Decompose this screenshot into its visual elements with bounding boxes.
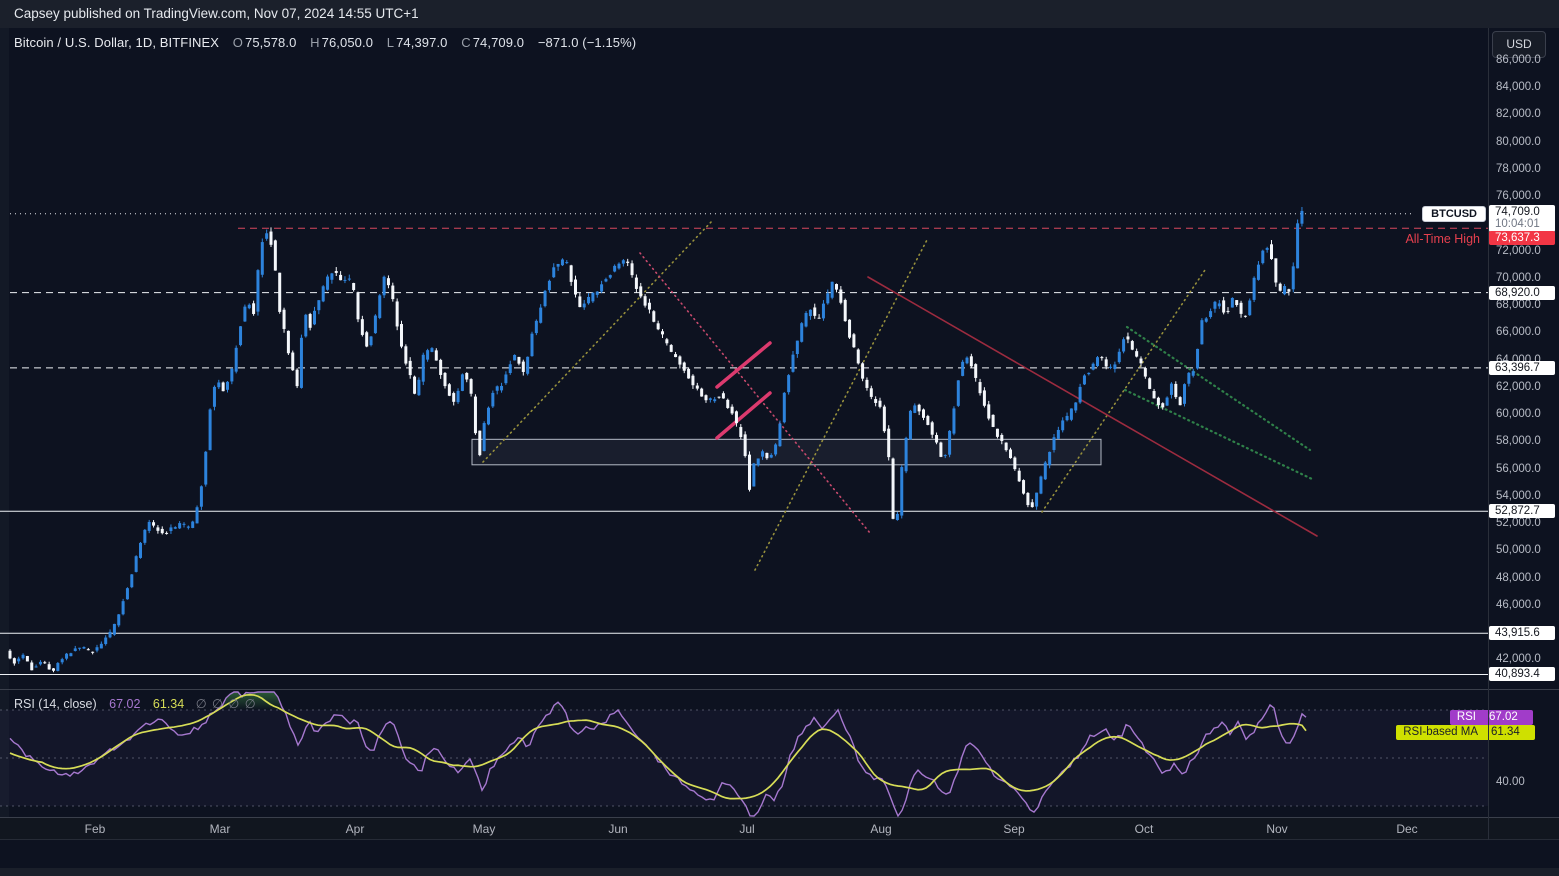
high-label: H	[310, 35, 320, 50]
price-tick: 76,000.0	[1496, 190, 1541, 202]
green-channel-upper	[1125, 325, 1312, 452]
price-tick: 52,000.0	[1496, 517, 1541, 529]
rsi-header[interactable]: RSI (14, close) 67.02 61.34 ∅ ∅ ∅ ∅	[14, 696, 257, 711]
month-label: Aug	[870, 822, 892, 836]
price-tick: 60,000.0	[1496, 408, 1541, 420]
demand-zone-box	[471, 438, 1102, 466]
price-axis-border	[1488, 28, 1489, 840]
price-tick: 68,000.0	[1496, 299, 1541, 311]
price-tick: 78,000.0	[1496, 162, 1541, 175]
price-tick: 72,000.0	[1496, 244, 1541, 257]
price-axis[interactable]: USD 74,709.0 10:04:01 86,000.0 84,000.0 82…	[1489, 28, 1559, 818]
ath-annotation: All-Time High	[1405, 232, 1480, 246]
falling-dotted-pink	[639, 252, 871, 534]
price-level-label: 68,920.0	[1489, 285, 1555, 300]
price-tick: 48,000.0	[1496, 571, 1541, 584]
month-label: Sep	[1003, 822, 1025, 836]
high-value: 76,050.0	[321, 35, 374, 50]
month-label: Oct	[1134, 822, 1154, 836]
rsi-ma-flag-name: RSI-based MA	[1396, 725, 1485, 740]
price-tick: 50,000.0	[1496, 544, 1541, 557]
rsi-ma-flag-value: 61.34	[1485, 725, 1535, 740]
rsi-flag-name: RSI	[1449, 710, 1483, 725]
pink-channel-upper	[715, 341, 772, 389]
month-label: Feb	[84, 822, 106, 836]
pane-separator-1[interactable]	[0, 689, 1559, 690]
symbol-title: Bitcoin / U.S. Dollar, 1D, BITFINEX	[14, 35, 220, 50]
falling-maroon-line	[867, 276, 1318, 537]
price-level-label: 40,893.4	[1489, 667, 1555, 682]
price-level-label: 43,915.6	[1489, 626, 1555, 641]
rsi-line	[9, 691, 1307, 818]
month-label: Dec	[1396, 822, 1418, 836]
rsi-line-flag: RSI 67.02	[1449, 710, 1533, 725]
candles	[8, 206, 1304, 673]
month-label: Mar	[209, 822, 231, 836]
close-label: C	[461, 35, 471, 50]
chart-left-gutter	[0, 28, 9, 818]
publish-bar: Capsey published on TradingView.com, Nov…	[0, 0, 1559, 28]
rsi-ma-value: 61.34	[152, 697, 185, 711]
symbol-price-flag: BTCUSD	[1422, 206, 1486, 222]
rising-dotted-olive-3	[1041, 269, 1206, 513]
green-channel-lower	[1123, 388, 1314, 481]
rsi-title: RSI (14, close)	[14, 697, 97, 711]
price-tick: 42,000.0	[1496, 653, 1541, 666]
price-level-label: 52,872.7	[1489, 504, 1555, 519]
footer-strip: TradingView	[0, 868, 1559, 876]
symbol-header[interactable]: Bitcoin / U.S. Dollar, 1D, BITFINEX O 75,…	[14, 35, 636, 50]
pane-separator-2[interactable]	[0, 817, 1559, 818]
change-value: −871.0 (−1.15%)	[537, 35, 637, 50]
rsi-flag-value: 67.02	[1483, 710, 1533, 725]
publisher-text: Capsey published on TradingView.com, Nov…	[14, 6, 419, 21]
current-price-label: 74,709.0 10:04:01	[1489, 205, 1555, 232]
month-label: Nov	[1266, 822, 1288, 836]
price-tick: 66,000.0	[1496, 326, 1541, 339]
price-tick: 46,000.0	[1496, 598, 1541, 611]
month-label: Jul	[739, 822, 755, 836]
price-tick: 80,000.0	[1496, 135, 1541, 148]
price-tick: 70,000.0	[1496, 271, 1541, 284]
rsi-pane[interactable]	[0, 690, 1488, 818]
current-price-value: 74,709.0	[1495, 206, 1540, 218]
price-tick: 82,000.0	[1496, 108, 1541, 121]
price-tick: 84,000.0	[1496, 81, 1541, 93]
time-axis[interactable]: Feb Mar Apr May Jun Jul Aug Sep Oct Nov Dec	[0, 818, 1559, 840]
price-level-label: 63,396.7	[1489, 360, 1555, 375]
trendlines[interactable]	[482, 220, 1318, 571]
currency-toggle-button[interactable]: USD	[1492, 31, 1546, 58]
price-tick: 62,000.0	[1496, 380, 1541, 393]
month-label: Apr	[345, 822, 365, 836]
low-label: L	[386, 35, 395, 50]
rsi-value: 67.02	[109, 697, 141, 711]
rising-dotted-olive-2	[754, 237, 929, 571]
close-value: 74,709.0	[472, 35, 525, 50]
price-tick: 58,000.0	[1496, 435, 1541, 448]
price-pane[interactable]	[0, 28, 1488, 690]
month-label: Jun	[608, 822, 628, 836]
rsi-empty-params: ∅ ∅ ∅ ∅	[195, 697, 257, 711]
price-tick: 54,000.0	[1496, 489, 1541, 502]
price-tick: 56,000.0	[1496, 462, 1541, 475]
bar-countdown: 10:04:01	[1495, 218, 1540, 230]
low-value: 74,397.0	[396, 35, 448, 50]
rsi-ma-line	[9, 693, 1307, 800]
rsi-axis-tick: 40.00	[1496, 776, 1525, 788]
price-level-label: 73,637.3	[1489, 231, 1555, 246]
zones	[471, 438, 1102, 466]
open-label: O	[232, 35, 243, 50]
pink-channel-lower	[715, 391, 772, 440]
month-label: May	[472, 822, 496, 836]
axis-bottom-border	[0, 839, 1559, 840]
price-tick: 86,000.0	[1496, 53, 1541, 66]
price-levels	[0, 213, 1488, 675]
open-value: 75,578.0	[245, 35, 297, 50]
chart-area[interactable]: Bitcoin / U.S. Dollar, 1D, BITFINEX O 75,…	[0, 28, 1559, 876]
rising-dotted-olive-1	[482, 220, 713, 463]
rsi-overbought-fill	[218, 692, 282, 710]
rsi-ma-flag: RSI-based MA 61.34	[1396, 725, 1535, 740]
